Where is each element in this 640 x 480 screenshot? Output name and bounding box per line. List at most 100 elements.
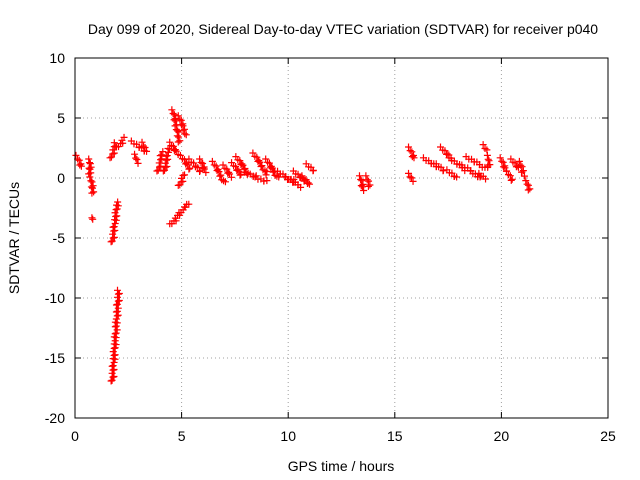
y-tick-label: -20	[45, 410, 65, 426]
data-point	[485, 157, 493, 165]
data-point	[215, 168, 223, 176]
data-point	[138, 138, 146, 146]
data-point	[112, 308, 120, 316]
data-point	[176, 115, 184, 123]
data-point	[526, 185, 534, 193]
data-point	[186, 164, 194, 172]
data-point	[112, 329, 120, 337]
data-point	[153, 167, 161, 175]
data-point	[483, 151, 491, 159]
data-point	[89, 215, 97, 223]
data-point	[484, 155, 492, 163]
data-point	[164, 145, 172, 152]
data-point	[513, 162, 521, 170]
data-point	[174, 138, 182, 146]
data-point	[355, 172, 363, 180]
data-point	[406, 147, 414, 155]
data-point	[112, 322, 120, 330]
x-tick-label: 0	[71, 428, 79, 444]
data-point	[178, 174, 186, 182]
data-point	[171, 122, 179, 130]
data-point	[141, 144, 149, 151]
data-point	[496, 154, 504, 162]
data-point	[408, 153, 416, 161]
data-point	[262, 171, 270, 179]
data-point	[155, 159, 163, 167]
data-point	[173, 132, 181, 140]
data-point	[520, 172, 528, 180]
data-point	[109, 146, 117, 154]
data-point	[106, 154, 114, 162]
data-point	[366, 181, 374, 189]
data-point	[108, 237, 116, 245]
y-tick-label: -5	[53, 230, 66, 246]
data-point	[297, 183, 305, 191]
chart-title: Day 099 of 2020, Sidereal Day-to-day VTE…	[88, 21, 598, 37]
data-point	[113, 293, 121, 301]
data-point	[263, 168, 271, 176]
data-point	[134, 159, 142, 167]
data-point	[181, 171, 189, 179]
plot-frame	[74, 57, 609, 419]
data-point	[86, 165, 94, 173]
data-point	[234, 166, 242, 174]
data-point	[358, 183, 366, 191]
data-point	[501, 164, 509, 172]
data-point	[111, 209, 119, 217]
data-point	[88, 189, 96, 197]
x-tick-label: 25	[600, 428, 616, 444]
data-point	[109, 348, 117, 356]
data-point	[111, 344, 119, 352]
data-point	[185, 165, 193, 173]
data-point	[120, 133, 128, 141]
data-point	[85, 170, 93, 178]
data-point	[113, 205, 121, 213]
data-point	[154, 166, 162, 174]
x-tick-label: 20	[494, 428, 510, 444]
data-point	[263, 177, 271, 185]
data-point	[171, 146, 179, 154]
data-point	[178, 121, 186, 129]
data-point	[111, 318, 119, 326]
data-point	[176, 181, 184, 189]
y-tick-label: 0	[57, 170, 65, 186]
data-point	[87, 183, 95, 191]
y-tick-label: 5	[57, 110, 65, 126]
data-point	[113, 300, 121, 308]
data-point	[109, 355, 117, 363]
data-point	[131, 150, 139, 158]
data-point	[238, 160, 246, 168]
data-point	[110, 333, 118, 341]
y-tick-label: -15	[45, 350, 65, 366]
data-points	[72, 106, 534, 385]
data-point	[409, 177, 417, 185]
data-point	[408, 174, 416, 182]
data-point	[517, 161, 525, 169]
data-point	[255, 157, 263, 165]
data-point	[88, 214, 96, 222]
x-tick-label: 15	[387, 428, 403, 444]
data-point	[109, 373, 117, 381]
data-point	[507, 176, 515, 184]
data-point	[453, 173, 461, 181]
x-tick-label: 10	[280, 428, 296, 444]
data-point	[110, 358, 118, 366]
data-point	[161, 159, 169, 167]
data-point	[363, 176, 371, 184]
data-point	[217, 171, 225, 179]
data-point	[524, 186, 532, 194]
data-point	[110, 139, 118, 147]
data-point	[112, 315, 120, 323]
data-point	[439, 167, 447, 175]
data-point	[76, 161, 84, 169]
data-point	[197, 159, 205, 166]
data-point	[221, 178, 229, 186]
data-point	[169, 110, 177, 118]
data-point	[132, 154, 140, 162]
data-point	[357, 176, 365, 183]
data-point	[158, 151, 166, 159]
data-point	[482, 175, 490, 183]
data-point	[182, 131, 190, 139]
data-point	[108, 362, 116, 370]
